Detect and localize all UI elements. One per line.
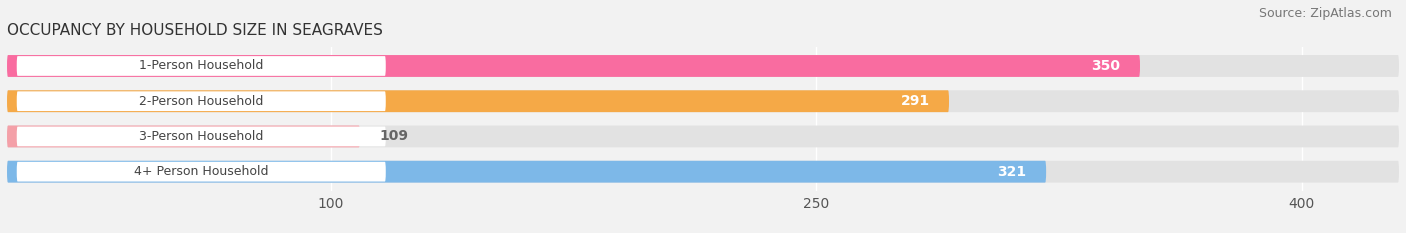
- FancyBboxPatch shape: [7, 161, 1399, 183]
- Text: 321: 321: [998, 165, 1026, 179]
- FancyBboxPatch shape: [7, 126, 1399, 147]
- FancyBboxPatch shape: [17, 127, 385, 146]
- FancyBboxPatch shape: [7, 90, 949, 112]
- Text: 4+ Person Household: 4+ Person Household: [134, 165, 269, 178]
- Text: 2-Person Household: 2-Person Household: [139, 95, 263, 108]
- Text: Source: ZipAtlas.com: Source: ZipAtlas.com: [1258, 7, 1392, 20]
- FancyBboxPatch shape: [17, 162, 385, 182]
- FancyBboxPatch shape: [7, 55, 1399, 77]
- FancyBboxPatch shape: [17, 56, 385, 76]
- FancyBboxPatch shape: [17, 91, 385, 111]
- FancyBboxPatch shape: [7, 161, 1046, 183]
- FancyBboxPatch shape: [7, 126, 360, 147]
- Text: 109: 109: [380, 130, 408, 144]
- Text: 350: 350: [1091, 59, 1121, 73]
- Text: 3-Person Household: 3-Person Household: [139, 130, 263, 143]
- Text: 291: 291: [900, 94, 929, 108]
- Text: 1-Person Household: 1-Person Household: [139, 59, 263, 72]
- FancyBboxPatch shape: [7, 90, 1399, 112]
- FancyBboxPatch shape: [7, 55, 1140, 77]
- Text: OCCUPANCY BY HOUSEHOLD SIZE IN SEAGRAVES: OCCUPANCY BY HOUSEHOLD SIZE IN SEAGRAVES: [7, 24, 382, 38]
